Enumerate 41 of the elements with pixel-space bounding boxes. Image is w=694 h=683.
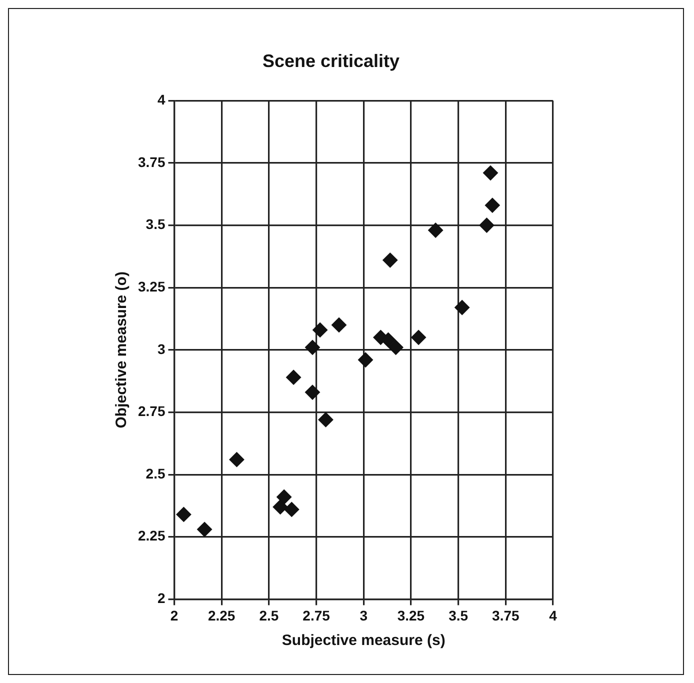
point (304, 384, 320, 400)
point (454, 300, 470, 316)
chart-title: Scene criticality (262, 50, 400, 71)
point (388, 340, 404, 355)
y-tick-label: 3.5 (146, 216, 166, 232)
x-axis-title: Subjective measure (s) (282, 632, 446, 650)
y-tick-label: 2.5 (146, 465, 166, 482)
y-tick-label: 3.75 (138, 154, 166, 170)
point (276, 489, 292, 504)
point (304, 340, 320, 355)
y-tick-label: 4 (157, 91, 166, 108)
point (286, 370, 302, 385)
point (312, 322, 328, 338)
y-tick-label: 2.25 (138, 528, 166, 544)
point (479, 218, 494, 233)
y-tick-label: 3 (157, 340, 166, 357)
x-tick-label: 2.75 (302, 607, 330, 624)
y-axis-title: Objective measure (o) (113, 272, 130, 428)
x-tick-label: 3 (360, 607, 368, 624)
point (318, 412, 334, 428)
point (284, 502, 300, 517)
x-tick-label: 3.75 (492, 607, 520, 624)
point (229, 452, 244, 468)
point (358, 352, 374, 368)
point (483, 165, 498, 180)
x-tick-label: 3.25 (397, 607, 425, 624)
y-tick-label: 2.75 (138, 403, 166, 420)
x-tick-label: 3.5 (448, 607, 468, 624)
x-tick-label: 4 (549, 607, 558, 624)
y-tick-label: 3.25 (138, 278, 166, 294)
point (428, 222, 444, 238)
x-tick-label: 2.5 (259, 607, 279, 624)
y-tick-label: 2 (157, 590, 166, 606)
point (197, 522, 212, 537)
x-tick-label: 2.25 (208, 607, 236, 624)
point (484, 198, 500, 213)
point (176, 506, 192, 522)
point (382, 252, 398, 268)
x-tick-label: 2 (170, 607, 178, 624)
point (332, 317, 347, 332)
point (411, 330, 426, 345)
